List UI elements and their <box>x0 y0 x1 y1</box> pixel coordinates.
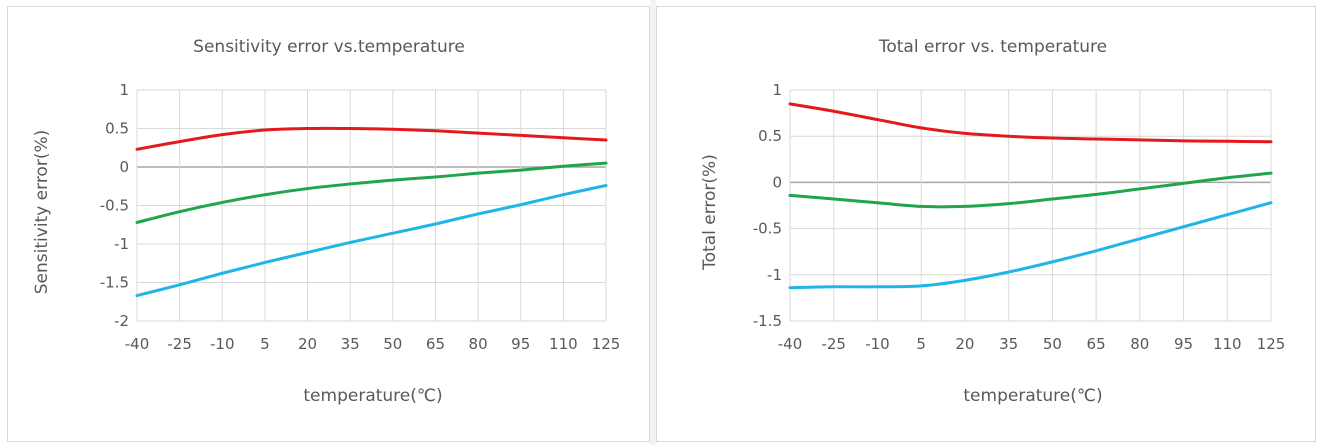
x-tick-label: 65 <box>426 335 445 353</box>
series-line-3 <box>135 183 608 298</box>
x-tick-label: -25 <box>821 335 846 353</box>
y-tick-label: 0.5 <box>105 120 129 138</box>
y-tick-label: 0 <box>119 158 129 176</box>
series-line-2 <box>788 171 1273 209</box>
x-tick-label: 110 <box>549 335 578 353</box>
x-tick-label: 20 <box>955 335 974 353</box>
y-tick-label: 1 <box>772 81 782 99</box>
x-tick-label: 35 <box>341 335 360 353</box>
x-axis-label: temperature(℃) <box>303 386 442 406</box>
x-tick-label: -40 <box>125 335 150 353</box>
y-tick-label: 0 <box>772 173 782 191</box>
chart-title: Sensitivity error vs.temperature <box>193 37 465 57</box>
x-tick-label: 65 <box>1087 335 1106 353</box>
y-tick-label: -2 <box>114 312 129 330</box>
series-line-2 <box>135 161 608 224</box>
x-tick-label: 50 <box>1043 335 1062 353</box>
x-tick-label: 20 <box>298 335 317 353</box>
x-tick-label: 50 <box>383 335 402 353</box>
x-tick-label: 125 <box>1257 335 1286 353</box>
chart-panel-total: Total error vs. temperature temperature(… <box>656 6 1316 442</box>
y-tick-label: -1.5 <box>100 274 129 292</box>
x-tick-label: -10 <box>210 335 235 353</box>
series-line-3 <box>788 201 1273 290</box>
y-tick-label: -1 <box>114 235 129 253</box>
sensitivity-chart-svg: Sensitivity error vs.temperature tempera… <box>32 37 621 406</box>
y-tick-label: -1.5 <box>753 312 782 330</box>
panel-divider <box>650 0 656 445</box>
chart-panel-sensitivity: Sensitivity error vs.temperature tempera… <box>7 6 650 442</box>
y-tick-label: 1 <box>119 81 129 99</box>
x-tick-label: 5 <box>916 335 926 353</box>
x-tick-label: -10 <box>865 335 890 353</box>
x-tick-label: 125 <box>592 335 621 353</box>
x-tick-label: -25 <box>167 335 192 353</box>
x-tick-label: 110 <box>1213 335 1242 353</box>
x-tick-label: 80 <box>1130 335 1149 353</box>
x-tick-label: -40 <box>778 335 803 353</box>
x-tick-label: 5 <box>260 335 270 353</box>
y-tick-label: -1 <box>767 266 782 284</box>
series-line-1 <box>135 126 608 151</box>
series-line-1 <box>788 102 1273 144</box>
y-tick-label: 0.5 <box>758 127 782 145</box>
x-tick-label: 95 <box>1174 335 1193 353</box>
y-axis-label: Sensitivity error(%) <box>32 130 52 294</box>
y-tick-label: -0.5 <box>100 197 129 215</box>
x-tick-label: 95 <box>511 335 530 353</box>
x-tick-label: 35 <box>999 335 1018 353</box>
x-axis-label: temperature(℃) <box>963 386 1102 406</box>
total-chart-svg: Total error vs. temperature temperature(… <box>700 37 1286 406</box>
y-tick-label: -0.5 <box>753 220 782 238</box>
chart-title: Total error vs. temperature <box>878 37 1107 57</box>
y-axis-label: Total error(%) <box>700 154 720 271</box>
x-tick-label: 80 <box>469 335 488 353</box>
